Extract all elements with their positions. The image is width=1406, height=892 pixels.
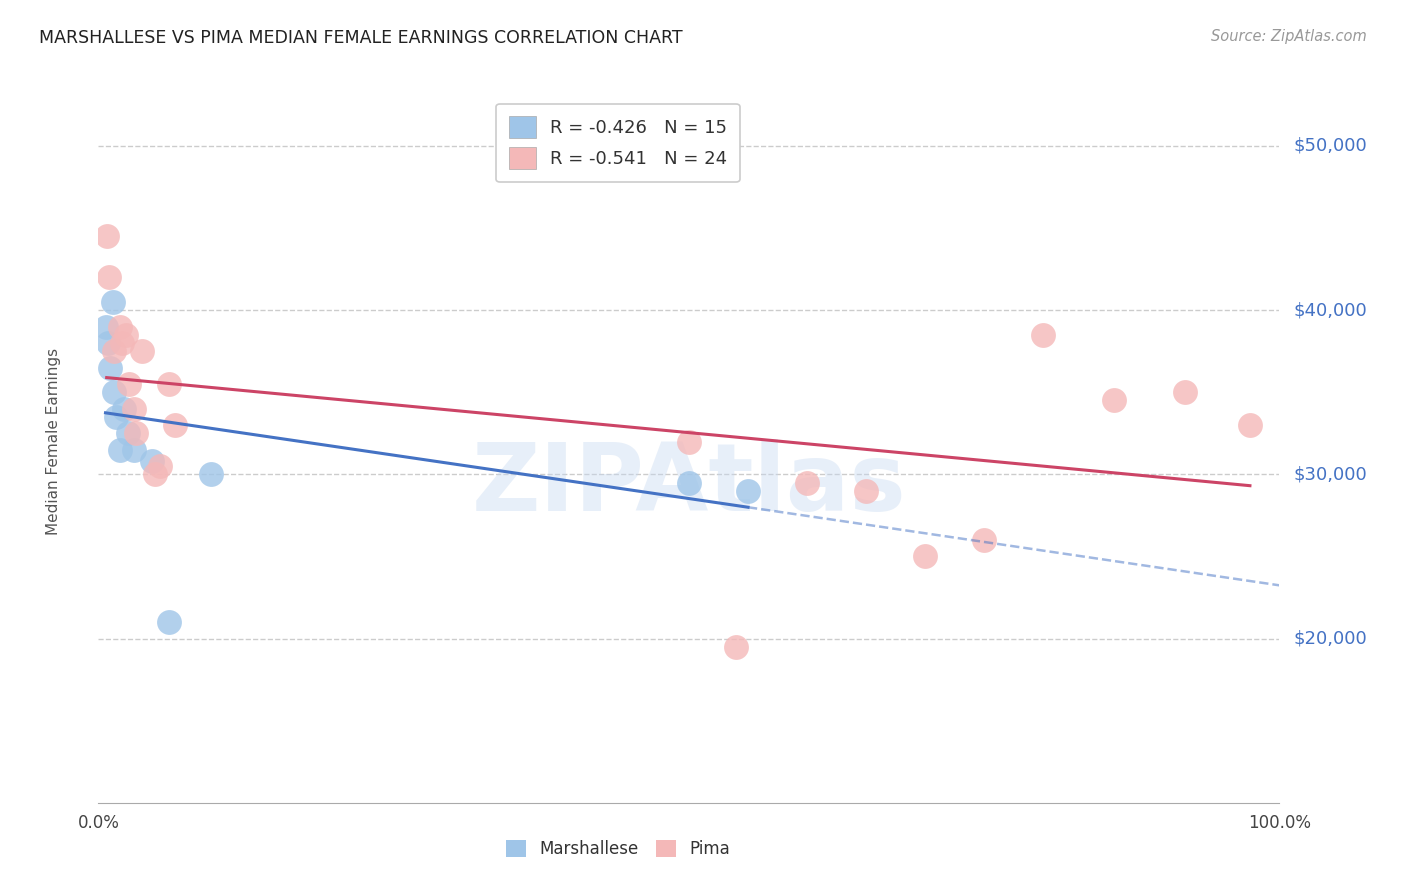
Point [98,360,121,375]
Point [678,475,700,490]
Point [114,327,136,342]
Point [96,229,118,244]
Point [103,344,125,359]
Point [143,467,166,482]
Point [111,336,134,351]
Point [1239,418,1261,433]
Point [157,615,180,630]
Text: $30,000: $30,000 [1294,466,1368,483]
Point [117,426,139,441]
Point [1174,385,1197,400]
Point [725,640,748,654]
Point [97,336,120,351]
Point [914,549,936,564]
Text: $20,000: $20,000 [1294,630,1368,648]
Point [101,295,124,310]
Point [141,454,163,468]
Point [103,385,125,400]
Text: $40,000: $40,000 [1294,301,1368,319]
Point [94,319,117,334]
Legend: Marshallese, Pima: Marshallese, Pima [498,832,738,867]
Text: Median Female Earnings: Median Female Earnings [46,348,60,535]
Point [98,270,121,285]
Text: $50,000: $50,000 [1294,137,1368,155]
Point [796,475,818,490]
Point [737,483,759,498]
Point [157,377,180,392]
Text: ZIPAtlas: ZIPAtlas [471,439,907,531]
Point [678,434,700,449]
Point [1032,327,1054,342]
Point [973,533,995,547]
Text: Source: ZipAtlas.com: Source: ZipAtlas.com [1211,29,1367,44]
Point [112,401,135,416]
Point [122,442,145,457]
Point [855,483,877,498]
Point [118,377,141,392]
Point [165,418,187,433]
Point [200,467,222,482]
Point [122,401,145,416]
Point [108,442,131,457]
Point [125,426,148,441]
Point [131,344,153,359]
Point [105,409,128,424]
Point [149,459,172,474]
Point [1102,393,1125,408]
Text: MARSHALLESE VS PIMA MEDIAN FEMALE EARNINGS CORRELATION CHART: MARSHALLESE VS PIMA MEDIAN FEMALE EARNIN… [39,29,683,46]
Point [108,319,131,334]
